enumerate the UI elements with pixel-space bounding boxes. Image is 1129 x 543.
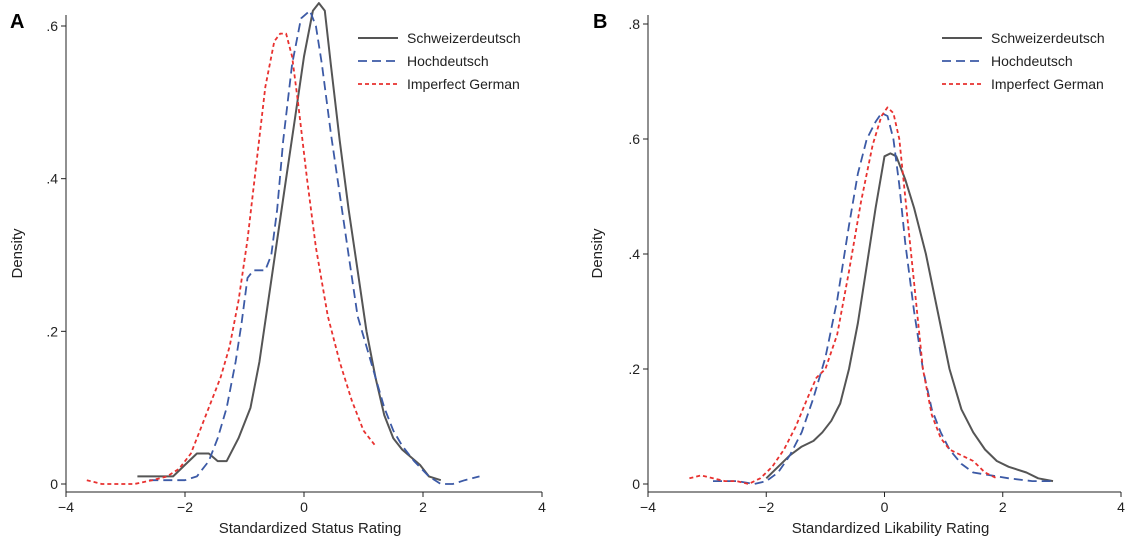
legend-label: Imperfect German [407, 76, 520, 92]
y-tick-label: .8 [628, 16, 640, 32]
panel-b: B 0 .2 .4 .6 .8 −4 −2 0 2 4 Standardized Likability… [589, 11, 1125, 537]
x-tick-label: 0 [881, 499, 889, 515]
legend-label: Hochdeutsch [407, 53, 489, 69]
legend-label: Schweizerdeutsch [407, 30, 521, 46]
panel-a: A 0 .2 .4 .6 −4 −2 0 2 4 Standardized Status Ratin… [9, 2, 546, 537]
y-tick-label: .2 [628, 361, 640, 377]
x-tick-label: 2 [999, 499, 1007, 515]
x-tick-label: 4 [1117, 499, 1125, 515]
x-tick-label: −4 [58, 499, 74, 515]
y-tick-label: .2 [46, 323, 58, 339]
y-axis-title: Density [589, 228, 606, 279]
legend-label: Hochdeutsch [991, 53, 1073, 69]
x-tick-label: −2 [758, 499, 774, 515]
y-axis-title: Density [9, 228, 26, 279]
y-tick-label: .4 [628, 246, 640, 262]
y-tick-label: .6 [628, 131, 640, 147]
x-tick-label: −4 [640, 499, 656, 515]
series-line-schweizerdeutsch [137, 2, 442, 482]
y-tick-label: .6 [46, 18, 58, 34]
y-tick-label: 0 [50, 476, 58, 492]
x-tick-label: −2 [177, 499, 193, 515]
legend-label: Imperfect German [991, 76, 1104, 92]
series-line-hochdeutsch [149, 9, 480, 485]
x-tick-label: 0 [300, 499, 308, 515]
series-line-hochdeutsch [713, 112, 1053, 485]
legend-label: Schweizerdeutsch [991, 30, 1105, 46]
series-line-schweizerdeutsch [765, 152, 1054, 483]
x-axis-title: Standardized Likability Rating [792, 520, 990, 537]
y-tick-label: 0 [632, 476, 640, 492]
legend: Schweizerdeutsch Hochdeutsch Imperfect Ger… [358, 30, 521, 92]
series-line-imperfect-german [86, 32, 377, 485]
x-axis-title: Standardized Status Rating [219, 520, 402, 537]
y-tick-label: .4 [46, 171, 58, 187]
x-tick-label: 4 [538, 499, 546, 515]
series-line-imperfect-german [689, 106, 998, 485]
panel-letter: B [593, 11, 607, 33]
panel-letter: A [10, 11, 24, 33]
x-tick-label: 2 [419, 499, 427, 515]
legend: Schweizerdeutsch Hochdeutsch Imperfect Ger… [942, 30, 1105, 92]
